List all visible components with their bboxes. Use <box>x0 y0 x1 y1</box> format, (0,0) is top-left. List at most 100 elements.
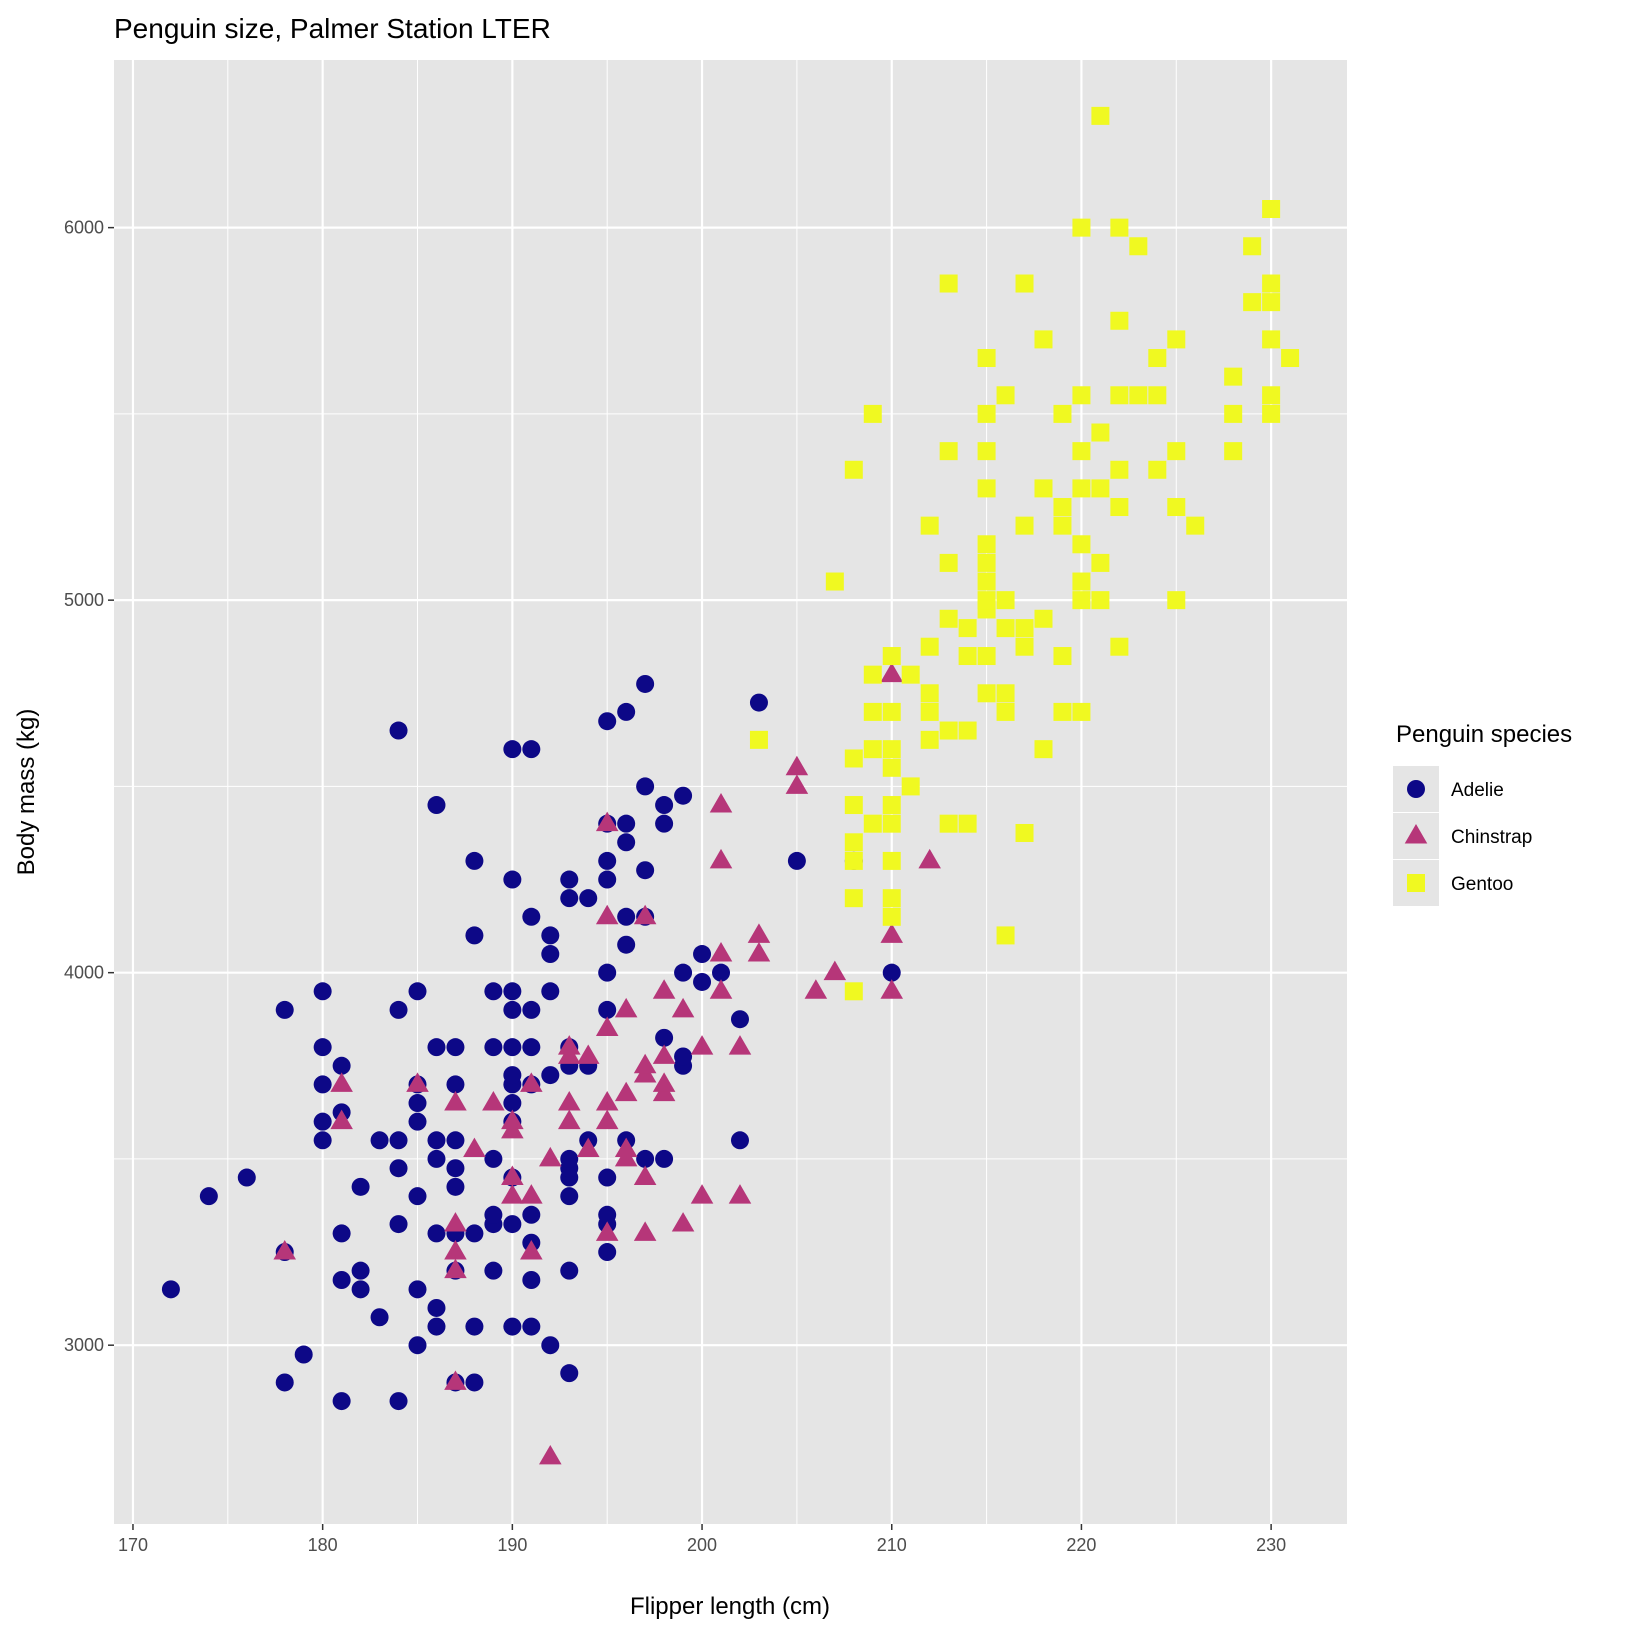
data-point-adelie <box>560 1187 579 1206</box>
data-point-gentoo <box>1091 553 1110 572</box>
data-point-gentoo <box>1053 516 1072 535</box>
data-point-adelie <box>674 1047 693 1066</box>
data-point-adelie <box>465 1224 484 1243</box>
data-point-gentoo <box>977 647 996 666</box>
data-point-gentoo <box>1262 404 1281 423</box>
data-point-adelie <box>351 1177 370 1196</box>
data-point-adelie <box>503 1038 522 1057</box>
data-point-adelie <box>693 972 712 991</box>
data-point-gentoo <box>844 833 863 852</box>
data-point-chinstrap <box>652 979 676 999</box>
data-point-gentoo <box>920 730 939 749</box>
data-point-gentoo <box>1072 479 1091 498</box>
data-point-adelie <box>503 1000 522 1019</box>
data-point-adelie <box>541 1066 560 1085</box>
data-point-gentoo <box>844 982 863 1001</box>
data-point-gentoo <box>939 274 958 293</box>
data-point-adelie <box>579 889 598 908</box>
data-point-gentoo <box>863 404 882 423</box>
data-point-adelie <box>389 1131 408 1150</box>
data-point-adelie <box>503 740 522 759</box>
data-point-adelie <box>484 1205 503 1224</box>
data-point-chinstrap <box>671 997 695 1018</box>
data-point-adelie <box>636 1149 655 1168</box>
legend-item-adelie: Adelie <box>1393 766 1504 812</box>
data-point-gentoo <box>1015 823 1034 842</box>
data-point-gentoo <box>844 889 863 908</box>
data-point-gentoo <box>920 684 939 703</box>
data-point-adelie <box>446 1075 465 1094</box>
data-point-adelie <box>598 1000 617 1019</box>
data-point-gentoo <box>1091 479 1110 498</box>
data-point-gentoo <box>863 740 882 759</box>
data-point-adelie <box>427 1317 446 1336</box>
data-point-gentoo <box>825 572 844 591</box>
data-point-gentoo <box>1091 423 1110 442</box>
data-point-chinstrap <box>444 1091 467 1111</box>
data-point-chinstrap <box>880 923 904 943</box>
data-point-chinstrap <box>880 662 904 683</box>
data-point-adelie <box>503 982 522 1001</box>
data-point-adelie <box>427 1298 446 1317</box>
data-point-chinstrap <box>728 1184 752 1204</box>
data-point-gentoo <box>1053 404 1072 423</box>
data-point-chinstrap <box>709 793 733 813</box>
data-point-chinstrap <box>652 1044 676 1064</box>
legend-key-gentoo <box>1407 874 1425 892</box>
data-point-gentoo <box>1167 330 1186 349</box>
data-point-gentoo <box>1015 619 1034 638</box>
data-point-adelie <box>351 1280 370 1299</box>
data-point-chinstrap <box>595 1016 619 1036</box>
data-point-chinstrap <box>747 942 771 962</box>
data-point-chinstrap <box>633 904 657 925</box>
legend-item-gentoo: Gentoo <box>1393 860 1513 906</box>
data-point-adelie <box>674 963 693 982</box>
data-point-gentoo <box>977 349 996 368</box>
data-point-gentoo <box>996 684 1015 703</box>
data-point-adelie <box>389 721 408 740</box>
data-point-gentoo <box>1091 591 1110 610</box>
data-point-chinstrap <box>539 1146 562 1167</box>
data-point-gentoo <box>1167 498 1186 517</box>
data-point-adelie <box>389 1000 408 1019</box>
data-point-adelie <box>313 1131 332 1150</box>
data-point-adelie <box>522 1205 541 1224</box>
data-point-chinstrap <box>633 1221 657 1241</box>
data-point-gentoo <box>1072 572 1091 591</box>
data-point-gentoo <box>882 702 901 721</box>
data-point-gentoo <box>1015 516 1034 535</box>
data-point-gentoo <box>1243 293 1262 312</box>
data-point-chinstrap <box>614 1137 638 1158</box>
data-point-adelie <box>560 1261 579 1280</box>
x-axis: 170 180 190 200 210 220 230 <box>118 1524 1286 1555</box>
data-point-gentoo <box>977 442 996 461</box>
data-point-adelie <box>560 870 579 889</box>
y-tick-label: 3000 <box>64 1335 104 1355</box>
data-point-gentoo <box>1110 498 1129 517</box>
data-point-gentoo <box>996 386 1015 405</box>
data-point-adelie <box>617 702 636 721</box>
data-point-adelie <box>389 1392 408 1411</box>
data-point-gentoo <box>1224 442 1243 461</box>
data-point-gentoo <box>1262 386 1281 405</box>
data-point-gentoo <box>1091 106 1110 125</box>
data-point-gentoo <box>1129 386 1148 405</box>
data-point-adelie <box>560 1364 579 1383</box>
data-point-gentoo <box>939 553 958 572</box>
data-point-adelie <box>465 926 484 945</box>
data-point-chinstrap <box>557 1035 581 1055</box>
data-point-chinstrap <box>595 811 619 832</box>
data-point-chinstrap <box>444 1212 467 1232</box>
data-point-adelie <box>693 945 712 964</box>
plot-panel <box>114 60 1347 1524</box>
data-point-chinstrap <box>709 942 733 962</box>
data-point-chinstrap <box>482 1091 505 1111</box>
data-point-adelie <box>408 1336 427 1355</box>
data-point-adelie <box>446 1177 465 1196</box>
data-point-adelie <box>465 1373 484 1392</box>
y-tick-label: 6000 <box>64 218 104 238</box>
data-point-adelie <box>427 1224 446 1243</box>
data-point-gentoo <box>882 851 901 870</box>
data-point-gentoo <box>1110 637 1129 656</box>
data-point-chinstrap <box>520 1072 543 1092</box>
